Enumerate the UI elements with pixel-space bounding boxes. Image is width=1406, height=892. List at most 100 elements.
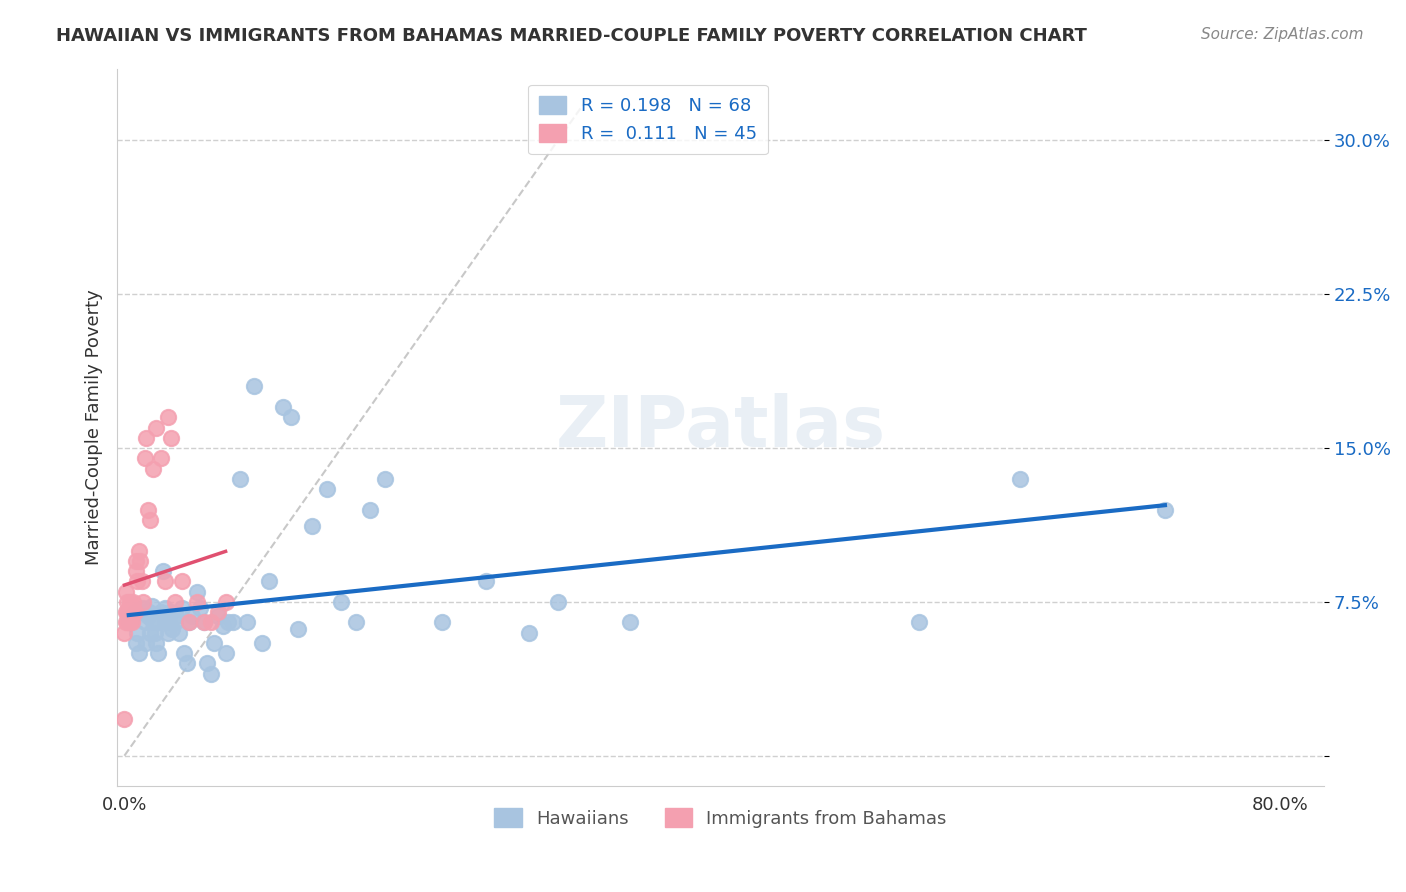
Immigrants from Bahamas (118, 601, 141, 615)
Hawaiians (135, 636, 157, 650)
Immigrants from Bahamas (207, 605, 229, 619)
Hawaiians (169, 625, 191, 640)
Immigrants from Bahamas (117, 595, 139, 609)
Immigrants from Bahamas (122, 601, 145, 615)
Hawaiians (547, 595, 569, 609)
Immigrants from Bahamas (200, 615, 222, 630)
Hawaiians (211, 619, 233, 633)
Immigrants from Bahamas (129, 554, 152, 568)
Immigrants from Bahamas (134, 451, 156, 466)
Immigrants from Bahamas (153, 574, 176, 589)
Immigrants from Bahamas (115, 605, 138, 619)
Hawaiians (217, 615, 239, 630)
Immigrants from Bahamas (135, 431, 157, 445)
Hawaiians (172, 601, 194, 615)
Immigrants from Bahamas (132, 595, 155, 609)
Hawaiians (280, 410, 302, 425)
Hawaiians (157, 615, 180, 630)
Hawaiians (195, 657, 218, 671)
Hawaiians (181, 609, 204, 624)
Hawaiians (153, 601, 176, 615)
Immigrants from Bahamas (117, 605, 139, 619)
Immigrants from Bahamas (193, 615, 215, 630)
Hawaiians (148, 615, 170, 630)
Immigrants from Bahamas (122, 595, 145, 609)
Immigrants from Bahamas (115, 584, 138, 599)
Immigrants from Bahamas (121, 615, 143, 630)
Immigrants from Bahamas (124, 605, 146, 619)
Hawaiians (236, 615, 259, 630)
Hawaiians (121, 609, 143, 624)
Hawaiians (163, 615, 186, 630)
Hawaiians (152, 564, 174, 578)
Immigrants from Bahamas (118, 609, 141, 624)
Hawaiians (214, 646, 236, 660)
Hawaiians (344, 615, 367, 630)
Y-axis label: Married-Couple Family Poverty: Married-Couple Family Poverty (86, 290, 103, 566)
Hawaiians (142, 615, 165, 630)
Immigrants from Bahamas (120, 595, 142, 609)
Hawaiians (200, 666, 222, 681)
Text: Source: ZipAtlas.com: Source: ZipAtlas.com (1201, 27, 1364, 42)
Immigrants from Bahamas (159, 431, 181, 445)
Hawaiians (132, 601, 155, 615)
Hawaiians (155, 615, 177, 630)
Hawaiians (207, 609, 229, 624)
Hawaiians (125, 636, 148, 650)
Hawaiians (173, 646, 195, 660)
Hawaiians (432, 615, 454, 630)
Hawaiians (330, 595, 353, 609)
Immigrants from Bahamas (214, 595, 236, 609)
Hawaiians (1010, 472, 1032, 486)
Hawaiians (179, 615, 201, 630)
Hawaiians (139, 625, 162, 640)
Immigrants from Bahamas (117, 615, 139, 630)
Hawaiians (146, 646, 169, 660)
Hawaiians (156, 625, 179, 640)
Hawaiians (202, 636, 225, 650)
Immigrants from Bahamas (115, 615, 138, 630)
Hawaiians (136, 609, 159, 624)
Hawaiians (273, 400, 295, 414)
Immigrants from Bahamas (121, 605, 143, 619)
Hawaiians (301, 519, 323, 533)
Hawaiians (124, 605, 146, 619)
Hawaiians (908, 615, 931, 630)
Immigrants from Bahamas (179, 615, 201, 630)
Hawaiians (229, 472, 252, 486)
Immigrants from Bahamas (136, 502, 159, 516)
Immigrants from Bahamas (128, 543, 150, 558)
Hawaiians (160, 622, 183, 636)
Text: HAWAIIAN VS IMMIGRANTS FROM BAHAMAS MARRIED-COUPLE FAMILY POVERTY CORRELATION CH: HAWAIIAN VS IMMIGRANTS FROM BAHAMAS MARR… (56, 27, 1087, 45)
Immigrants from Bahamas (112, 625, 135, 640)
Hawaiians (1154, 502, 1177, 516)
Immigrants from Bahamas (145, 420, 167, 434)
Hawaiians (257, 574, 280, 589)
Immigrants from Bahamas (156, 410, 179, 425)
Hawaiians (186, 584, 208, 599)
Hawaiians (141, 599, 163, 613)
Hawaiians (193, 615, 215, 630)
Immigrants from Bahamas (172, 574, 194, 589)
Hawaiians (474, 574, 496, 589)
Hawaiians (250, 636, 273, 650)
Hawaiians (517, 625, 540, 640)
Hawaiians (159, 605, 181, 619)
Hawaiians (359, 502, 381, 516)
Immigrants from Bahamas (120, 615, 142, 630)
Immigrants from Bahamas (125, 554, 148, 568)
Hawaiians (118, 615, 141, 630)
Hawaiians (149, 605, 172, 619)
Immigrants from Bahamas (127, 574, 149, 589)
Immigrants from Bahamas (139, 513, 162, 527)
Hawaiians (134, 615, 156, 630)
Immigrants from Bahamas (112, 712, 135, 726)
Immigrants from Bahamas (125, 564, 148, 578)
Hawaiians (188, 601, 211, 615)
Hawaiians (176, 657, 198, 671)
Hawaiians (374, 472, 396, 486)
Hawaiians (222, 615, 245, 630)
Hawaiians (243, 379, 266, 393)
Legend: Hawaiians, Immigrants from Bahamas: Hawaiians, Immigrants from Bahamas (488, 801, 953, 835)
Immigrants from Bahamas (149, 451, 172, 466)
